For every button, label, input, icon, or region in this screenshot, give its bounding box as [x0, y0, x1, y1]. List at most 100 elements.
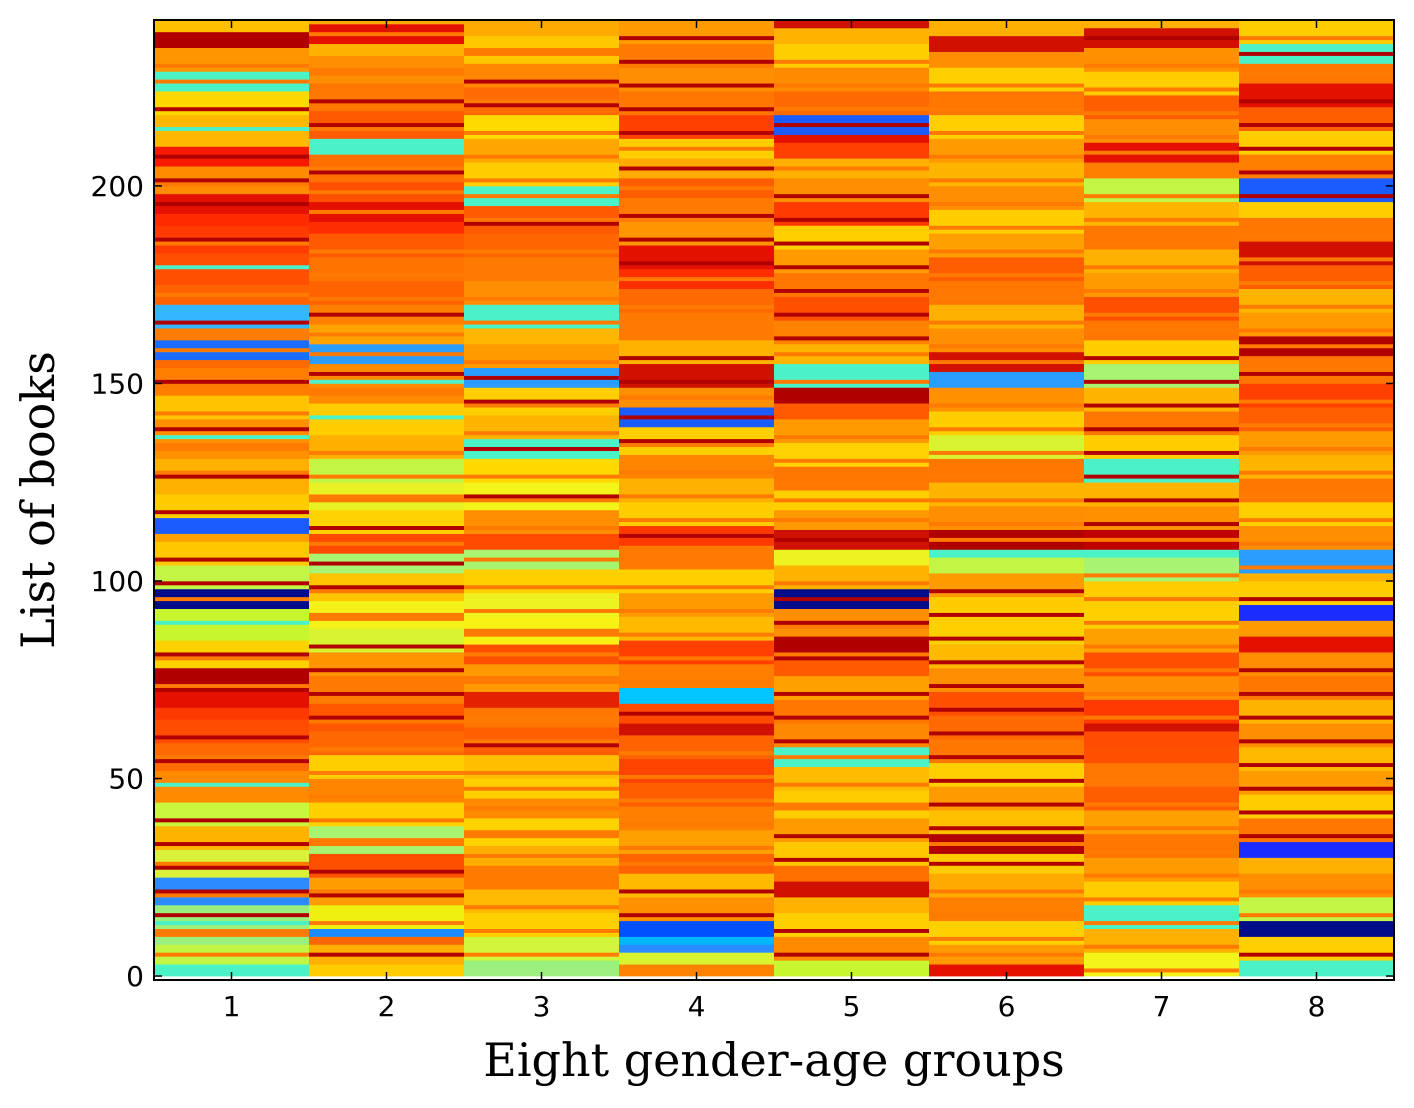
- heatmap-cell: [1239, 284, 1394, 289]
- heatmap-cell: [774, 296, 929, 301]
- heatmap-cell: [309, 742, 464, 748]
- heatmap-cell: [154, 83, 309, 88]
- heatmap-cell: [619, 501, 774, 507]
- heatmap-cell: [154, 739, 309, 744]
- heatmap-cell: [619, 612, 774, 617]
- heatmap-cell: [929, 450, 1084, 455]
- heatmap-cell: [154, 608, 309, 613]
- heatmap-cell: [154, 300, 309, 305]
- heatmap-cell: [619, 446, 774, 451]
- heatmap-cell: [774, 253, 929, 258]
- heatmap-cell: [774, 217, 929, 222]
- heatmap-cell: [774, 675, 929, 681]
- heatmap-cell: [929, 458, 1084, 463]
- heatmap-cell: [929, 340, 1084, 345]
- heatmap-cell: [774, 415, 929, 420]
- heatmap-cell: [1084, 257, 1239, 262]
- heatmap-cell: [1239, 434, 1394, 440]
- heatmap-cell: [464, 55, 619, 60]
- heatmap-cell: [1239, 478, 1394, 483]
- heatmap-cell: [464, 829, 619, 835]
- heatmap-cell: [929, 288, 1084, 293]
- heatmap-cell: [1239, 711, 1394, 716]
- heatmap-cell: [1239, 806, 1394, 811]
- heatmap-cell: [619, 881, 774, 886]
- heatmap-cell: [1239, 43, 1394, 49]
- heatmap-cell: [619, 359, 774, 365]
- heatmap-cell: [309, 825, 464, 831]
- heatmap-cell: [1084, 513, 1239, 519]
- heatmap-cell: [1084, 810, 1239, 815]
- heatmap-cell: [929, 857, 1084, 862]
- heatmap-cell: [1084, 754, 1239, 760]
- heatmap-cell: [309, 786, 464, 791]
- heatmap-cell: [1084, 142, 1239, 147]
- heatmap-cell: [1239, 632, 1394, 637]
- heatmap-cell: [1239, 628, 1394, 633]
- heatmap-cell: [619, 691, 774, 696]
- heatmap-cell: [774, 490, 929, 495]
- heatmap-cell: [309, 114, 464, 120]
- heatmap-cell: [1084, 268, 1239, 274]
- heatmap-cell: [929, 498, 1084, 503]
- heatmap-cell: [1084, 260, 1239, 266]
- heatmap-cell: [1239, 537, 1394, 542]
- heatmap-cell: [154, 517, 309, 523]
- heatmap-cell: [929, 616, 1084, 621]
- heatmap-cell: [774, 825, 929, 831]
- heatmap-cell: [929, 960, 1084, 965]
- heatmap-cell: [1084, 529, 1239, 534]
- heatmap-cell: [1239, 691, 1394, 696]
- heatmap-cell: [619, 766, 774, 771]
- heatmap-cell: [1239, 158, 1394, 163]
- heatmap-cell: [619, 857, 774, 862]
- heatmap-cell: [464, 102, 619, 108]
- heatmap-cell: [619, 675, 774, 681]
- heatmap-cell: [1239, 750, 1394, 756]
- heatmap-cell: [464, 723, 619, 728]
- heatmap-cell: [309, 727, 464, 732]
- heatmap-cell: [154, 968, 309, 973]
- heatmap-cell: [619, 304, 774, 309]
- heatmap-cell: [1084, 170, 1239, 175]
- heatmap-cell: [774, 652, 929, 657]
- heatmap-cell: [154, 588, 309, 594]
- heatmap-cell: [1239, 825, 1394, 831]
- heatmap-cell: [1239, 853, 1394, 858]
- heatmap-cell: [774, 893, 929, 898]
- heatmap-cell: [309, 588, 464, 594]
- heatmap-cell: [1239, 324, 1394, 329]
- heatmap-cell: [1239, 138, 1394, 143]
- heatmap-cell: [619, 885, 774, 890]
- heatmap-cell: [774, 837, 929, 843]
- heatmap-cell: [929, 343, 1084, 349]
- heatmap-cell: [1239, 521, 1394, 527]
- heatmap-cell: [1239, 395, 1394, 400]
- heatmap-cell: [774, 873, 929, 878]
- heatmap-cell: [619, 158, 774, 163]
- heatmap-cell: [464, 648, 619, 653]
- heatmap-cell: [774, 877, 929, 882]
- heatmap-cell: [1084, 742, 1239, 748]
- heatmap-cell: [309, 561, 464, 566]
- heatmap-cell: [464, 110, 619, 116]
- heatmap-cell: [929, 415, 1084, 420]
- heatmap-cell: [774, 142, 929, 147]
- heatmap-cell: [1239, 375, 1394, 380]
- heatmap-cell: [1084, 541, 1239, 546]
- heatmap-cell: [154, 671, 309, 677]
- heatmap-cell: [309, 731, 464, 736]
- heatmap-cell: [774, 608, 929, 613]
- heatmap-cell: [929, 806, 1084, 811]
- heatmap-cell: [929, 229, 1084, 234]
- heatmap-cell: [929, 513, 1084, 519]
- heatmap-cell: [1239, 549, 1394, 554]
- heatmap-cell: [1239, 174, 1394, 179]
- heatmap-cell: [1239, 205, 1394, 210]
- heatmap-cell: [309, 687, 464, 692]
- heatmap-cell: [774, 869, 929, 874]
- heatmap-cell: [154, 264, 309, 270]
- heatmap-cell: [1084, 193, 1239, 199]
- heatmap-cell: [1239, 257, 1394, 262]
- heatmap-cell: [929, 928, 1084, 933]
